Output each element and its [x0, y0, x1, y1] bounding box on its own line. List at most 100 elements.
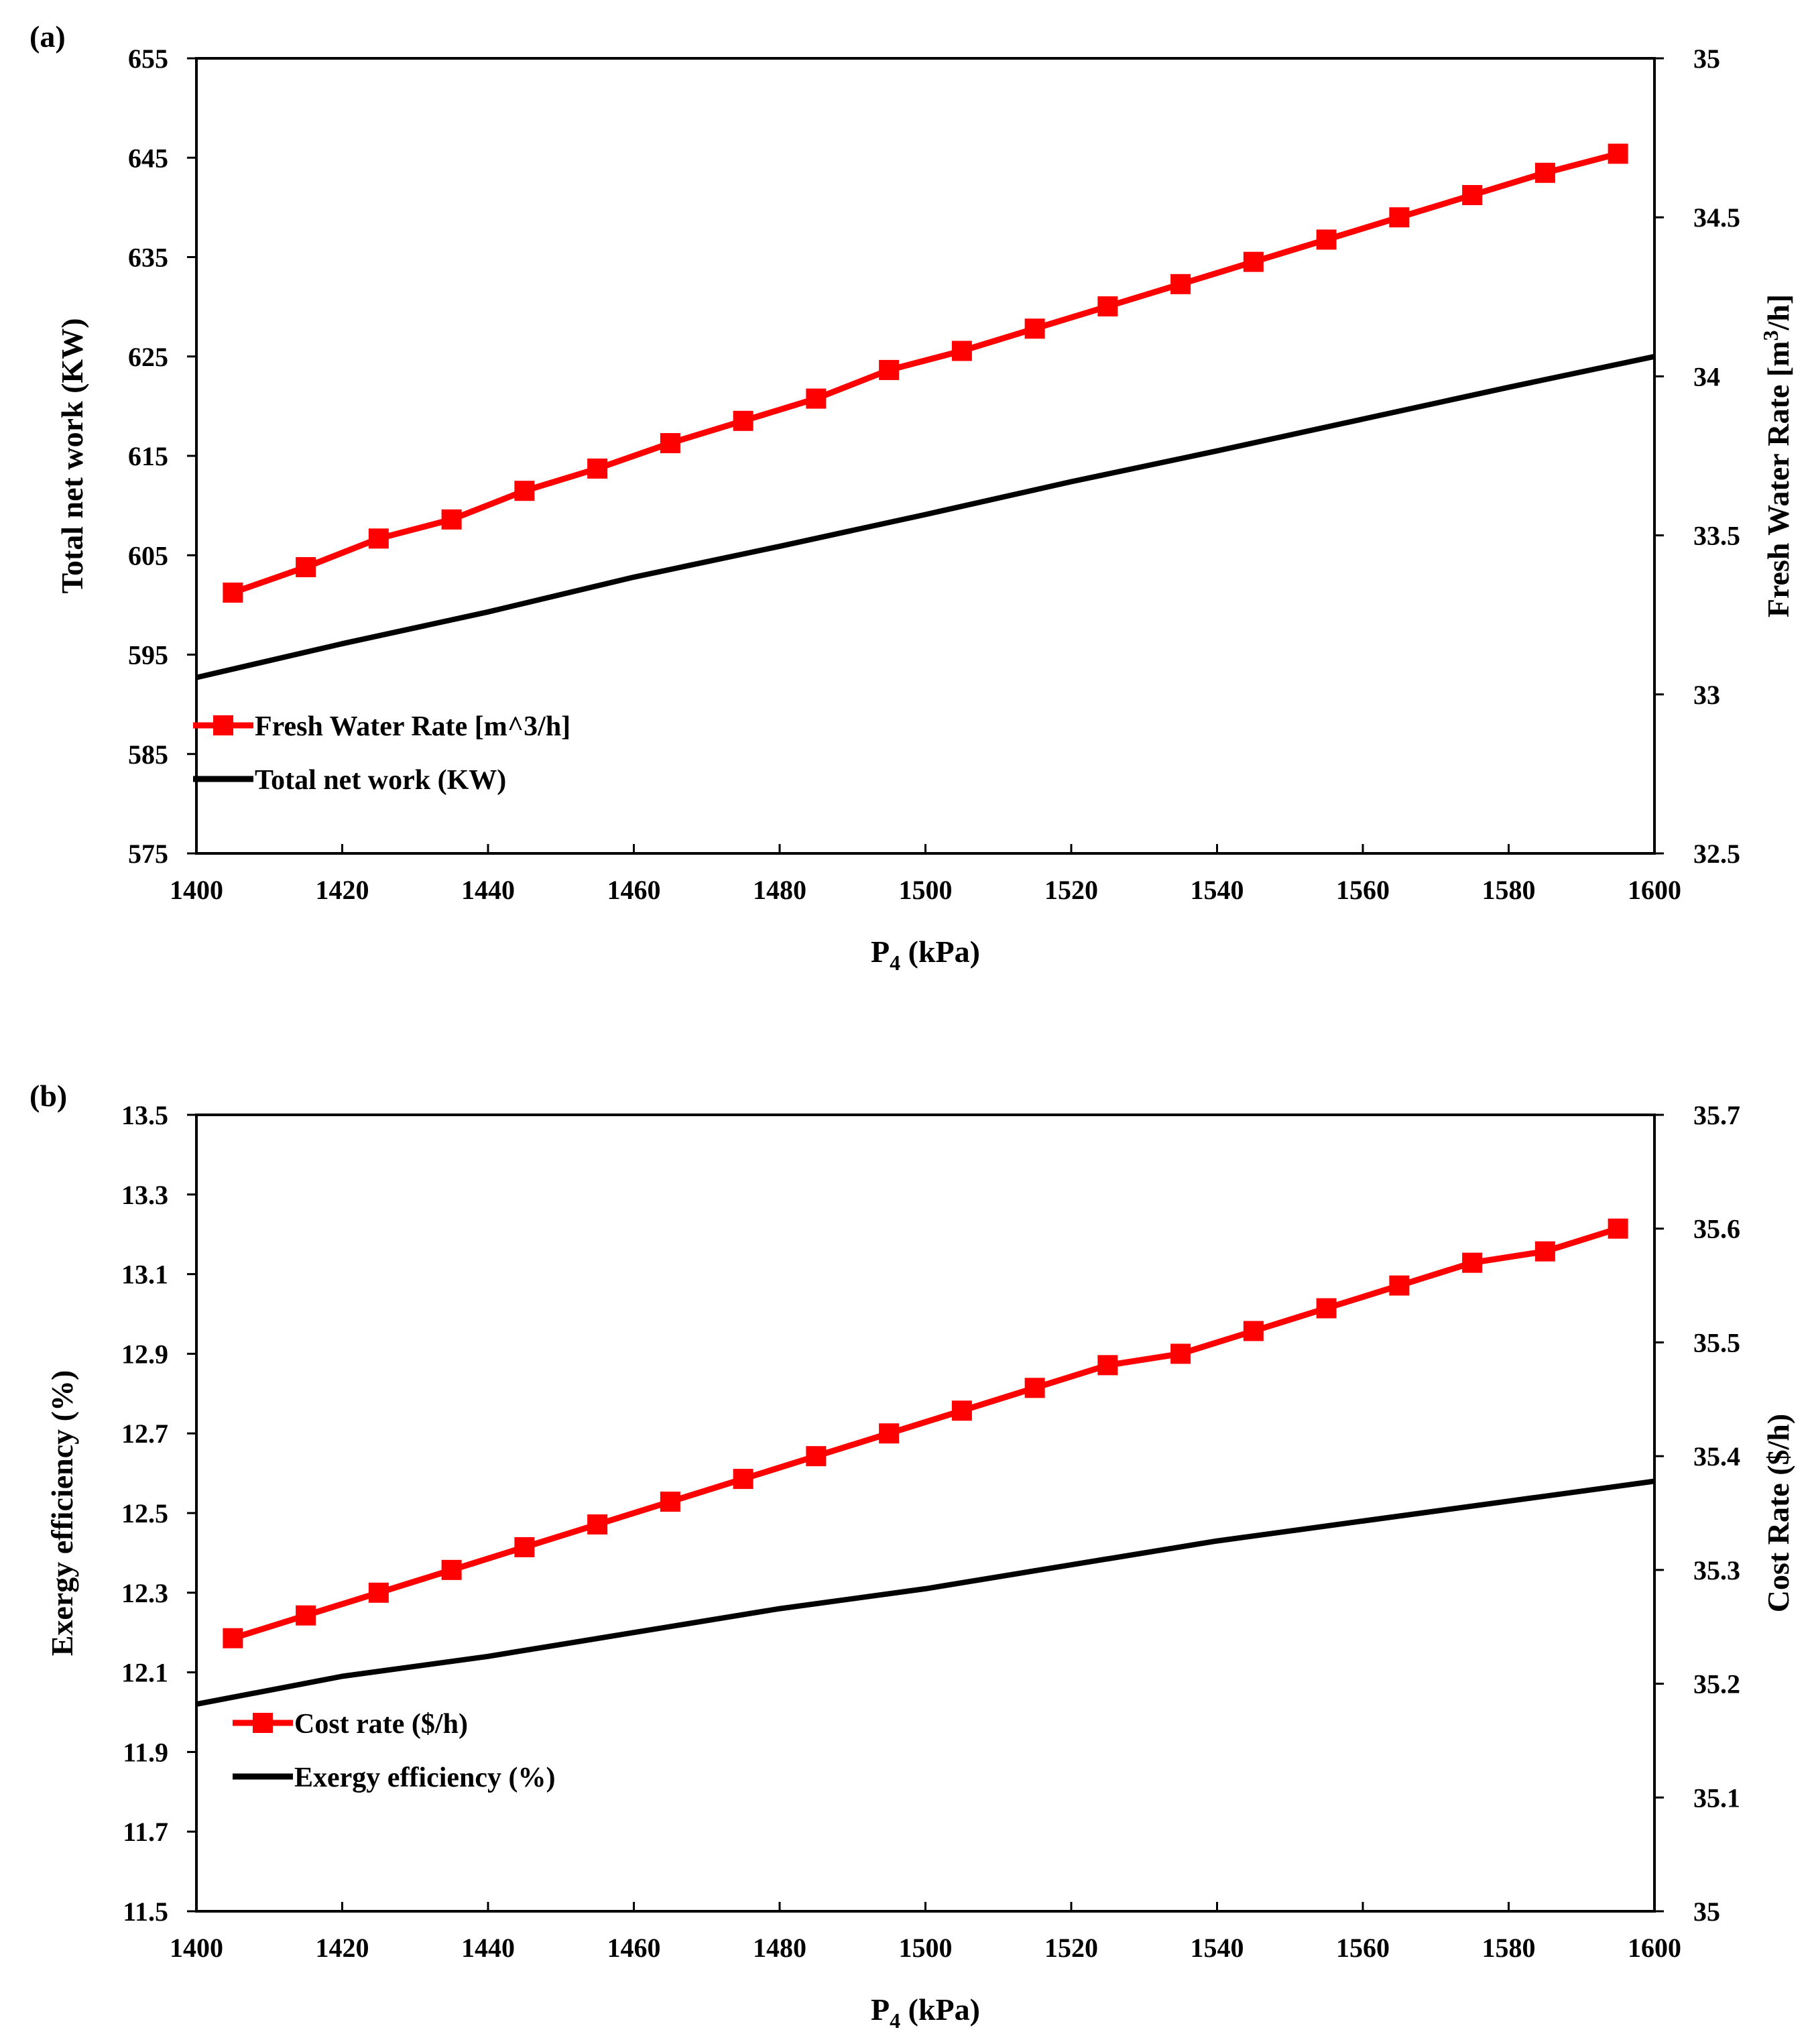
data-point-marker [296, 557, 316, 578]
x-axis-label-main: P [871, 1992, 890, 2027]
y-right-tick-label: 35.5 [1693, 1327, 1740, 1358]
y-left-tick-label: 12.9 [121, 1339, 168, 1369]
y-axis-right-label-main: Fresh Water Rate [m [1761, 341, 1795, 618]
data-point-marker [1389, 207, 1410, 228]
data-point-marker [733, 410, 753, 431]
x-axis-label-rest: (kPa) [900, 1992, 980, 2027]
data-point-marker [660, 433, 680, 454]
data-point-marker [223, 1628, 243, 1648]
y-left-tick-label: 585 [128, 739, 168, 770]
x-axis-label: P4 (kPa) [871, 1992, 980, 2033]
data-point-marker [1608, 1218, 1628, 1239]
data-point-marker [514, 1537, 535, 1557]
data-point-marker [368, 528, 389, 549]
x-tick-label: 1540 [1191, 875, 1244, 905]
x-tick-label: 1600 [1628, 875, 1681, 905]
y-right-tick-label: 35.7 [1693, 1100, 1740, 1130]
data-point-marker [1462, 1252, 1483, 1273]
data-point-marker [514, 481, 535, 501]
y-right-tick-label: 33 [1693, 680, 1720, 710]
y-axis-left-label: Exergy efficiency (%) [45, 1370, 79, 1657]
y-left-tick-label: 13.1 [121, 1260, 168, 1290]
data-point-marker [1316, 1298, 1337, 1319]
data-point-marker [587, 1514, 608, 1535]
x-tick-label: 1520 [1044, 1933, 1098, 1963]
data-point-marker [660, 1492, 680, 1512]
y-left-tick-label: 13.3 [121, 1180, 168, 1210]
x-tick-label: 1500 [899, 1933, 953, 1963]
y-left-tick-label: 575 [128, 839, 168, 869]
y-right-tick-label: 35.3 [1693, 1555, 1740, 1585]
data-point-marker [1316, 229, 1337, 250]
y-right-tick-label: 34.5 [1693, 202, 1740, 233]
data-point-marker [1243, 251, 1264, 272]
x-tick-label: 1580 [1482, 1933, 1536, 1963]
y-left-tick-label: 11.5 [123, 1897, 168, 1927]
legend-entry: Fresh Water Rate [m^3/h] [255, 711, 570, 742]
data-point-marker [368, 1582, 389, 1603]
data-point-marker [879, 359, 900, 380]
y-right-tick-label: 34 [1693, 361, 1720, 392]
x-tick-label: 1580 [1482, 875, 1536, 905]
y-left-tick-label: 625 [128, 342, 168, 372]
x-axis-label-main: P [871, 935, 890, 969]
y-left-tick-label: 615 [128, 441, 168, 471]
x-tick-label: 1500 [899, 875, 953, 905]
y-left-tick-label: 12.1 [121, 1658, 168, 1688]
y-left-tick-label: 13.5 [121, 1100, 168, 1130]
y-right-tick-label: 35.1 [1693, 1783, 1740, 1813]
data-point-marker [223, 582, 243, 603]
data-point-marker [441, 509, 462, 530]
x-tick-label: 1520 [1044, 875, 1098, 905]
x-axis-label-sub: 4 [890, 951, 900, 975]
data-point-marker [1243, 1321, 1264, 1341]
panel-label: (a) [29, 19, 66, 54]
y-left-tick-label: 595 [128, 640, 168, 670]
x-axis-label-rest: (kPa) [900, 935, 980, 969]
data-point-marker [951, 341, 972, 361]
data-point-marker [1170, 274, 1191, 294]
panel-label: (b) [29, 1079, 67, 1113]
x-tick-label: 1540 [1191, 1933, 1244, 1963]
data-point-marker [1024, 1378, 1045, 1398]
data-point-marker [1024, 318, 1045, 339]
x-axis-label: P4 (kPa) [871, 935, 980, 975]
x-tick-label: 1600 [1628, 1933, 1681, 1963]
legend-entry: Cost rate ($/h) [294, 1709, 468, 1740]
y-right-tick-label: 35 [1693, 44, 1720, 74]
chart-panel-a: (a) 1400 1420 1440 1460 1480 1500 1520 1540 1560 1… [29, 19, 1795, 975]
y-left-tick-label: 635 [128, 243, 168, 273]
y-left-tick-label: 605 [128, 540, 168, 570]
x-tick-label: 1440 [461, 1933, 515, 1963]
y-left-tick-label: 12.3 [121, 1578, 168, 1608]
y-axis-left-label: Total net work (KW) [55, 318, 89, 593]
x-tick-label: 1560 [1336, 875, 1390, 905]
y-left-tick-label: 12.7 [121, 1419, 168, 1449]
y-right-tick-label: 35.4 [1693, 1441, 1740, 1471]
y-left-tick-label: 11.7 [123, 1817, 168, 1847]
y-axis-right-label: Fresh Water Rate [m3/h] [1758, 294, 1795, 617]
y-left-tick-label: 12.5 [121, 1498, 168, 1528]
data-point-marker [1170, 1343, 1191, 1364]
data-point-marker [1534, 162, 1555, 183]
x-tick-label: 1460 [607, 1933, 661, 1963]
red-series-line [231, 150, 1619, 596]
y-axis-right-label-rest: /h] [1761, 294, 1795, 331]
y-axis-right-label-main: Cost Rate ($/h) [1761, 1414, 1795, 1612]
x-tick-label: 1400 [170, 875, 223, 905]
data-point-marker [1389, 1275, 1410, 1296]
data-point-marker [1608, 143, 1628, 164]
data-point-marker [1097, 296, 1118, 317]
x-tick-label: 1420 [316, 875, 369, 905]
y-right-tick-label: 32.5 [1693, 839, 1740, 869]
legend-swatch-marker [213, 715, 233, 735]
x-axis-label-sub: 4 [890, 2008, 900, 2033]
x-tick-label: 1420 [316, 1933, 369, 1963]
data-point-marker [1534, 1241, 1555, 1262]
data-point-marker [1097, 1355, 1118, 1376]
black-series-line [196, 1478, 1655, 1707]
red-series-line [232, 1225, 1619, 1641]
y-right-tick-label: 35.2 [1693, 1669, 1740, 1699]
y-left-tick-label: 655 [128, 44, 168, 74]
